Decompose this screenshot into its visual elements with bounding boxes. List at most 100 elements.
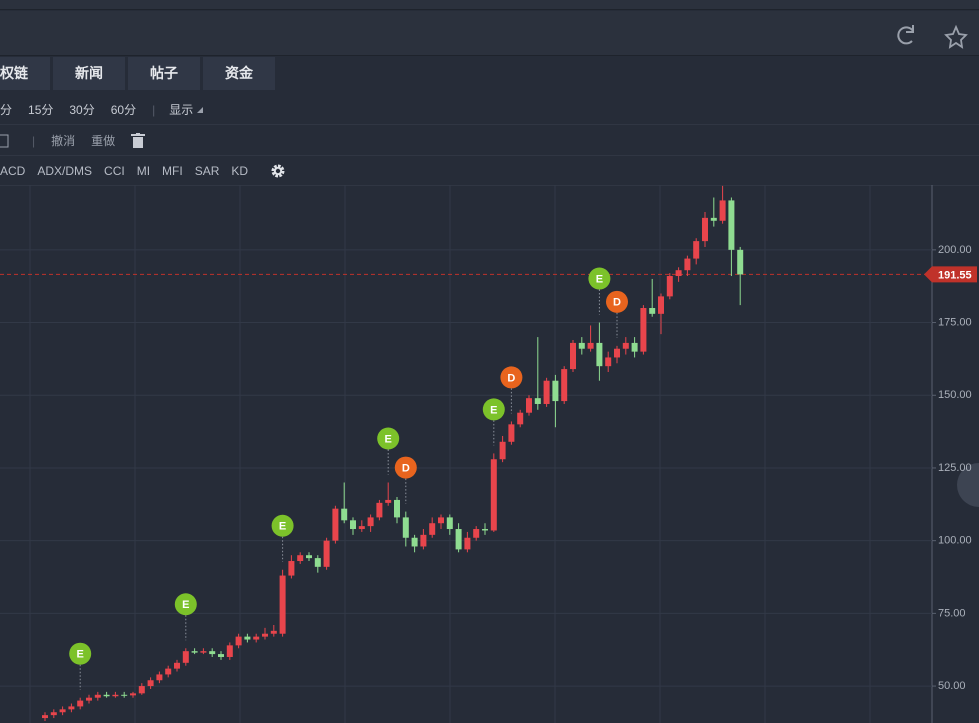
event-label: D xyxy=(402,462,410,474)
candle-body xyxy=(130,693,136,696)
event-marker[interactable] xyxy=(69,642,92,665)
toolbar xyxy=(0,11,979,56)
y-tick-label: 100.00 xyxy=(938,535,972,547)
candle-body xyxy=(640,308,647,352)
candle-body xyxy=(314,558,321,567)
settings-icon[interactable] xyxy=(270,163,286,179)
period-bar: 分 15分 30分 60分 | 显示 xyxy=(0,95,979,125)
candle-body xyxy=(332,508,339,541)
event-label: E xyxy=(182,599,189,611)
period[interactable]: 15分 xyxy=(28,102,54,117)
candle-body xyxy=(675,270,682,277)
candle-body xyxy=(543,380,550,404)
candle-body xyxy=(710,217,717,221)
tab[interactable]: 新闻 xyxy=(53,57,125,90)
indicator[interactable]: ACD xyxy=(0,163,26,178)
candlestick-chart: 50.00 75.00 100.00 125.00 150.00 175.00 200.00… xyxy=(0,185,979,723)
candle-body xyxy=(702,217,708,242)
undo[interactable]: 撤消 xyxy=(51,133,76,148)
candle-body xyxy=(59,709,66,713)
edit-bar: | 撤消 重做 xyxy=(0,126,979,156)
candle-body xyxy=(605,357,612,367)
indicator[interactable]: MFI xyxy=(162,163,183,178)
event-label: E xyxy=(490,404,497,416)
event-marker[interactable] xyxy=(606,290,628,313)
event-marker[interactable] xyxy=(394,456,417,479)
event-label: D xyxy=(613,297,621,309)
redo[interactable]: 重做 xyxy=(91,133,116,148)
candle-body xyxy=(649,308,656,314)
candle-body xyxy=(534,398,541,404)
candle-body xyxy=(350,520,356,530)
indicator[interactable]: CCI xyxy=(104,163,125,178)
event-marker[interactable] xyxy=(500,366,523,389)
y-tick-label: 200.00 xyxy=(938,244,972,256)
candle-body xyxy=(270,630,277,634)
candle-body xyxy=(50,712,57,716)
candle-body xyxy=(306,555,312,559)
indicator[interactable]: SAR xyxy=(194,163,220,178)
candle-body xyxy=(147,680,154,687)
indicator[interactable]: ADX/DMS xyxy=(37,163,93,178)
y-tick-label: 175.00 xyxy=(938,316,972,328)
candle-body xyxy=(138,686,145,694)
tab-bar: 权链 新闻 帖子 资金 xyxy=(0,57,979,93)
y-tick-label: 75.00 xyxy=(938,607,966,619)
y-tick-label: 150.00 xyxy=(938,389,972,401)
candle-body xyxy=(253,636,260,640)
candle-body xyxy=(86,697,92,701)
candle-body xyxy=(587,342,594,349)
event-label: D xyxy=(507,372,515,384)
event-marker[interactable] xyxy=(377,427,400,450)
scroll-handle[interactable] xyxy=(957,463,979,507)
candle-body xyxy=(719,200,726,221)
trash-icon[interactable] xyxy=(131,132,146,149)
divider: | xyxy=(152,102,156,117)
checkbox[interactable] xyxy=(0,134,14,148)
indicator[interactable]: KD xyxy=(231,163,249,178)
candle-body xyxy=(226,645,233,657)
candle-body xyxy=(728,200,735,250)
candle-body xyxy=(517,412,524,425)
event-marker[interactable] xyxy=(174,593,197,616)
candle-body xyxy=(103,694,110,697)
refresh-icon[interactable] xyxy=(897,25,914,45)
candle-body xyxy=(411,537,418,547)
favorite-icon[interactable] xyxy=(944,24,968,49)
candle-body xyxy=(279,575,286,634)
candle-body xyxy=(341,508,348,521)
candle-body xyxy=(156,674,163,681)
candle-body xyxy=(262,633,268,637)
candle-body xyxy=(385,499,392,503)
event-marker[interactable] xyxy=(271,514,294,537)
candle-body xyxy=(297,555,304,562)
tab[interactable]: 帖子 xyxy=(128,57,200,90)
candle-body xyxy=(218,654,224,657)
candle-body xyxy=(77,700,84,707)
candle-body xyxy=(499,441,506,460)
tab[interactable]: 资金 xyxy=(203,57,275,90)
candle-body xyxy=(737,249,744,275)
candle-body xyxy=(402,517,409,538)
event-marker[interactable] xyxy=(588,267,611,290)
candle-body xyxy=(174,662,180,669)
tab[interactable]: 权链 xyxy=(0,57,50,90)
candle-body xyxy=(578,342,585,349)
display-menu[interactable]: 显示 xyxy=(169,102,194,117)
period[interactable]: 分 xyxy=(0,102,13,117)
candle-body xyxy=(68,706,75,710)
period[interactable]: 30分 xyxy=(69,102,95,117)
candle-body xyxy=(94,694,101,698)
event-marker[interactable] xyxy=(482,398,505,421)
candle-body xyxy=(244,636,251,640)
period[interactable]: 60分 xyxy=(110,102,137,117)
candle-body xyxy=(693,241,700,259)
candle-body xyxy=(429,523,436,535)
indicator[interactable]: MI xyxy=(136,163,151,178)
candle-body xyxy=(614,348,620,358)
candle-body xyxy=(200,651,207,653)
candle-body xyxy=(446,517,453,530)
candle-body xyxy=(684,258,691,271)
candle-body xyxy=(473,529,480,538)
candle-body xyxy=(438,517,444,524)
